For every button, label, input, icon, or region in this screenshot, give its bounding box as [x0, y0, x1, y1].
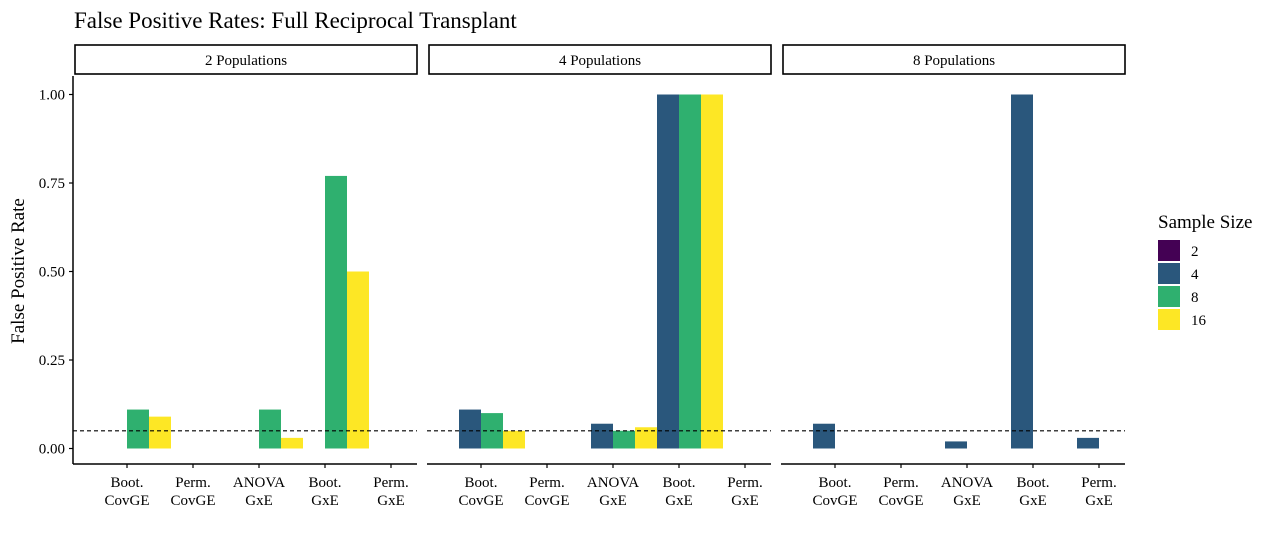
- x-tick-label: GxE: [245, 493, 273, 509]
- x-tick-label: Perm.: [175, 475, 210, 491]
- legend-label: 4: [1191, 267, 1199, 283]
- legend-label: 8: [1191, 290, 1199, 306]
- bar-boot-gxe-n4: [1011, 94, 1033, 449]
- facet-strip-label: 8 Populations: [913, 53, 995, 69]
- bar-anova-gxe-n8: [613, 430, 635, 449]
- bar-boot-gxe-n8: [679, 94, 701, 449]
- y-tick-label: 0.00: [39, 442, 65, 458]
- legend-label: 16: [1191, 313, 1207, 329]
- x-tick-label: Perm.: [373, 475, 408, 491]
- x-tick-label: GxE: [599, 493, 627, 509]
- legend-swatch: [1158, 263, 1180, 284]
- x-tick-label: Boot.: [819, 475, 852, 491]
- bar-perm-gxe-n4: [1077, 437, 1099, 449]
- facet-strip-label: 4 Populations: [559, 53, 641, 69]
- x-tick-label: ANOVA: [941, 475, 993, 491]
- bar-boot-gxe-n8: [325, 175, 347, 449]
- facet-panel: 8 Populations Boot. CovGE Perm. CovGE ANOVA Gx…: [781, 44, 1126, 509]
- bar-boot-covge-n16: [503, 430, 525, 449]
- legend-title: Sample Size: [1158, 212, 1252, 233]
- bar-boot-gxe-n4: [657, 94, 679, 449]
- panels-layer: 0.00 0.25 0.50 0.75 1.00 2 Populations Boot. Co…: [39, 44, 1126, 509]
- facet-strip: [74, 44, 418, 75]
- x-tick-label: ANOVA: [587, 475, 639, 491]
- bar-boot-gxe-n16: [347, 271, 369, 449]
- bar-anova-gxe-n8: [259, 409, 281, 449]
- x-tick-label: GxE: [311, 493, 339, 509]
- x-tick-label: CovGE: [459, 493, 504, 509]
- legend: Sample Size 2 4 8 16: [1158, 212, 1252, 330]
- x-tick-label: GxE: [953, 493, 981, 509]
- facet-panel: 4 Populations Boot. CovGE Perm. CovGE ANOVA Gx…: [427, 44, 772, 509]
- facet-strip: [428, 44, 772, 75]
- x-tick-label: CovGE: [525, 493, 570, 509]
- x-tick-label: ANOVA: [233, 475, 285, 491]
- x-tick-label: Boot.: [1017, 475, 1050, 491]
- bar-anova-gxe-n4: [945, 441, 967, 449]
- bar-boot-covge-n4: [813, 423, 835, 449]
- legend-label: 2: [1191, 244, 1199, 260]
- bar-boot-covge-n16: [149, 416, 171, 449]
- x-tick-label: Perm.: [727, 475, 762, 491]
- y-axis-label: False Positive Rate: [8, 198, 29, 344]
- bar-anova-gxe-n16: [635, 427, 657, 449]
- bar-boot-covge-n8: [127, 409, 149, 449]
- x-tick-label: Perm.: [1081, 475, 1116, 491]
- bar-anova-gxe-n16: [281, 437, 303, 449]
- legend-swatch: [1158, 240, 1180, 261]
- y-tick-label: 0.25: [39, 353, 65, 369]
- x-tick-label: GxE: [377, 493, 405, 509]
- x-tick-label: Perm.: [529, 475, 564, 491]
- x-tick-label: Boot.: [111, 475, 144, 491]
- bar-anova-gxe-n4: [591, 423, 613, 449]
- x-tick-label: Perm.: [883, 475, 918, 491]
- legend-swatch: [1158, 309, 1180, 330]
- x-tick-label: GxE: [731, 493, 759, 509]
- x-tick-label: GxE: [1019, 493, 1047, 509]
- facet-strip: [782, 44, 1126, 75]
- bar-boot-covge-n4: [459, 409, 481, 449]
- x-tick-label: CovGE: [879, 493, 924, 509]
- facet-strip-label: 2 Populations: [205, 53, 287, 69]
- y-tick-label: 0.75: [39, 176, 65, 192]
- x-tick-label: CovGE: [171, 493, 216, 509]
- x-tick-label: Boot.: [663, 475, 696, 491]
- x-tick-label: Boot.: [309, 475, 342, 491]
- chart-title: False Positive Rates: Full Reciprocal Tr…: [74, 8, 517, 33]
- x-tick-label: GxE: [665, 493, 693, 509]
- x-tick-label: CovGE: [105, 493, 150, 509]
- x-tick-label: Boot.: [465, 475, 498, 491]
- facet-panel: 2 Populations Boot. CovGE Perm. CovGE ANOVA Gx…: [73, 44, 418, 509]
- bar-boot-gxe-n16: [701, 94, 723, 449]
- x-tick-label: CovGE: [813, 493, 858, 509]
- y-tick-label: 1.00: [39, 88, 65, 104]
- x-tick-label: GxE: [1085, 493, 1113, 509]
- legend-swatch: [1158, 286, 1180, 307]
- y-tick-label: 0.50: [39, 265, 65, 281]
